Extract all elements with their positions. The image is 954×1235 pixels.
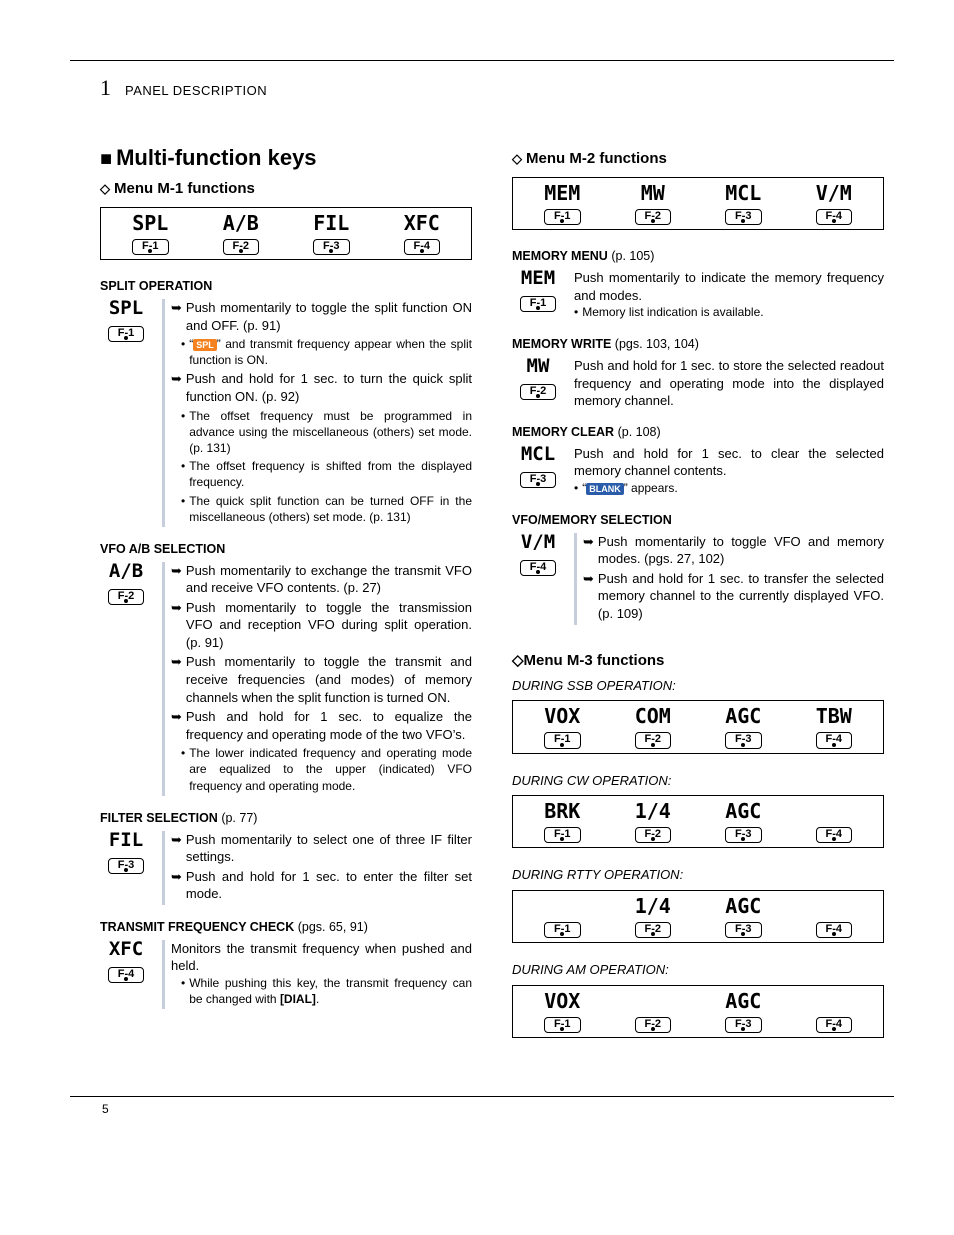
m1-heading: ◇Menu M-1 functions	[100, 179, 472, 199]
filter-b2: Push and hold for 1 sec. to enter the fi…	[186, 868, 472, 903]
filter-fkey: F-3	[108, 858, 145, 874]
vm-title: VFO/MEMORY SELECTION	[512, 512, 884, 529]
xfc-s1: While pushing this key, the transmit fre…	[189, 975, 472, 1007]
m1-lcd-2: A/B	[196, 213, 287, 234]
mw-entry: MW F-2 Push and hold for 1 sec. to store …	[512, 357, 884, 410]
mem-b1: Push momentarily to indicate the memory …	[574, 269, 884, 304]
vm-icon: V/M	[512, 533, 564, 554]
m3-am-label: DURING AM OPERATION:	[512, 961, 884, 979]
mem-icon: MEM	[512, 269, 564, 290]
fkey-f1: F-1	[544, 209, 581, 225]
vfoab-b3: Push momentarily to toggle the transmit …	[186, 653, 472, 706]
split-fkey: F-1	[108, 326, 145, 342]
split-icon: SPL	[100, 299, 152, 320]
mem-fkey: F-1	[520, 296, 557, 312]
split-s3: The offset frequency is shifted from the…	[189, 458, 472, 490]
xfc-fkey: F-4	[108, 967, 145, 983]
left-column: ■Multi-function keys ◇Menu M-1 functions…	[100, 143, 472, 1056]
m2-lcd-2: MW	[608, 183, 699, 204]
vm-b2: Push and hold for 1 sec. to transfer the…	[598, 570, 884, 623]
m3-cw-label: DURING CW OPERATION:	[512, 772, 884, 790]
m2-lcd-4: V/M	[789, 183, 880, 204]
fkey-f2: F-2	[635, 209, 672, 225]
m1-lcd-3: FIL	[286, 213, 377, 234]
fkey-f1: F-1	[132, 239, 169, 255]
page-number: 5	[102, 1101, 894, 1117]
filter-b1: Push momentarily to select one of three …	[186, 831, 472, 866]
chapter-header: 1 PANEL DESCRIPTION	[100, 73, 884, 103]
mcl-s1: “BLANK” appears.	[582, 480, 678, 496]
filter-title: FILTER SELECTION (p. 77)	[100, 810, 472, 827]
vm-fkey: F-4	[520, 560, 557, 576]
fkey-f4: F-4	[816, 209, 853, 225]
filter-icon: FIL	[100, 831, 152, 852]
m2-heading: ◇Menu M-2 functions	[512, 149, 884, 169]
split-b2: Push and hold for 1 sec. to turn the qui…	[186, 370, 472, 405]
footer-rule: 5	[70, 1096, 894, 1117]
filter-entry: FIL F-3 ➥Push momentarily to select one …	[100, 831, 472, 905]
vfoab-b4: Push and hold for 1 sec. to equalize the…	[186, 708, 472, 743]
mw-b1: Push and hold for 1 sec. to store the se…	[574, 357, 884, 410]
fkey-f3: F-3	[313, 239, 350, 255]
mw-fkey: F-2	[520, 384, 557, 400]
split-s1: “SPL” and transmit frequency appear when…	[189, 336, 472, 368]
mcl-b1: Push and hold for 1 sec. to clear the se…	[574, 445, 884, 480]
m3-rtty-strip: F-1 1/4F-2 AGCF-3 F-4	[512, 890, 884, 943]
header-rule	[70, 60, 894, 61]
mem-title: MEMORY MENU (p. 105)	[512, 248, 884, 265]
right-column: ◇Menu M-2 functions MEM F-1 MW F-2 MCL F-3 …	[512, 143, 884, 1056]
section-title: ■Multi-function keys	[100, 143, 472, 173]
m3-am-strip: VOXF-1 F-2 AGCF-3 F-4	[512, 985, 884, 1038]
m1-lcd-1: SPL	[105, 213, 196, 234]
xfc-icon: XFC	[100, 940, 152, 961]
m2-lcd-1: MEM	[517, 183, 608, 204]
mcl-entry: MCL F-3 Push and hold for 1 sec. to clear…	[512, 445, 884, 498]
xfc-entry: XFC F-4 Monitors the transmit frequency …	[100, 940, 472, 1009]
mcl-icon: MCL	[512, 445, 564, 466]
mcl-title: MEMORY CLEAR (p. 108)	[512, 424, 884, 441]
vfoab-entry: A/B F-2 ➥Push momentarily to exchange th…	[100, 562, 472, 796]
m3-ssb-label: DURING SSB OPERATION:	[512, 677, 884, 695]
vfoab-b1: Push momentarily to exchange the transmi…	[186, 562, 472, 597]
mem-entry: MEM F-1 Push momentarily to indicate the …	[512, 269, 884, 322]
split-s4: The quick split function can be turned O…	[189, 493, 472, 525]
mw-icon: MW	[512, 357, 564, 378]
vfoab-fkey: F-2	[108, 589, 145, 605]
mw-title: MEMORY WRITE (pgs. 103, 104)	[512, 336, 884, 353]
m1-lcd-4: XFC	[377, 213, 468, 234]
m2-lcd-strip: MEM F-1 MW F-2 MCL F-3 V/M F-4	[512, 177, 884, 230]
m3-heading: ◇Menu M-3 functions	[512, 651, 884, 671]
xfc-title: TRANSMIT FREQUENCY CHECK (pgs. 65, 91)	[100, 919, 472, 936]
m3-rtty-label: DURING RTTY OPERATION:	[512, 866, 884, 884]
m2-lcd-3: MCL	[698, 183, 789, 204]
chapter-number: 1	[100, 73, 111, 103]
vfoab-icon: A/B	[100, 562, 152, 583]
vm-b1: Push momentarily to toggle VFO and memor…	[598, 533, 884, 568]
split-b1: Push momentarily to toggle the split fun…	[186, 299, 472, 334]
split-s2: The offset frequency must be programmed …	[189, 408, 472, 457]
m1-lcd-strip: SPL F-1 A/B F-2 FIL F-3 XFC F-4	[100, 207, 472, 260]
vfoab-b2: Push momentarily to toggle the transmiss…	[186, 599, 472, 652]
mem-s1: Memory list indication is available.	[582, 304, 763, 320]
fkey-f4: F-4	[404, 239, 441, 255]
m3-ssb-strip: VOXF-1 COMF-2 AGCF-3 TBWF-4	[512, 700, 884, 753]
fkey-f3: F-3	[725, 209, 762, 225]
split-entry: SPL F-1 ➥Push momentarily to toggle the …	[100, 299, 472, 527]
mcl-fkey: F-3	[520, 472, 557, 488]
chapter-title: PANEL DESCRIPTION	[125, 82, 267, 100]
fkey-f2: F-2	[223, 239, 260, 255]
xfc-b1: Monitors the transmit frequency when pus…	[171, 940, 472, 975]
vm-entry: V/MF-4 ➥Push momentarily to toggle VFO a…	[512, 533, 884, 625]
m3-cw-strip: BRKF-1 1/4F-2 AGCF-3 F-4	[512, 795, 884, 848]
split-title: SPLIT OPERATION	[100, 278, 472, 295]
vfoab-title: VFO A/B SELECTION	[100, 541, 472, 558]
vfoab-s1: The lower indicated frequency and operat…	[189, 745, 472, 794]
